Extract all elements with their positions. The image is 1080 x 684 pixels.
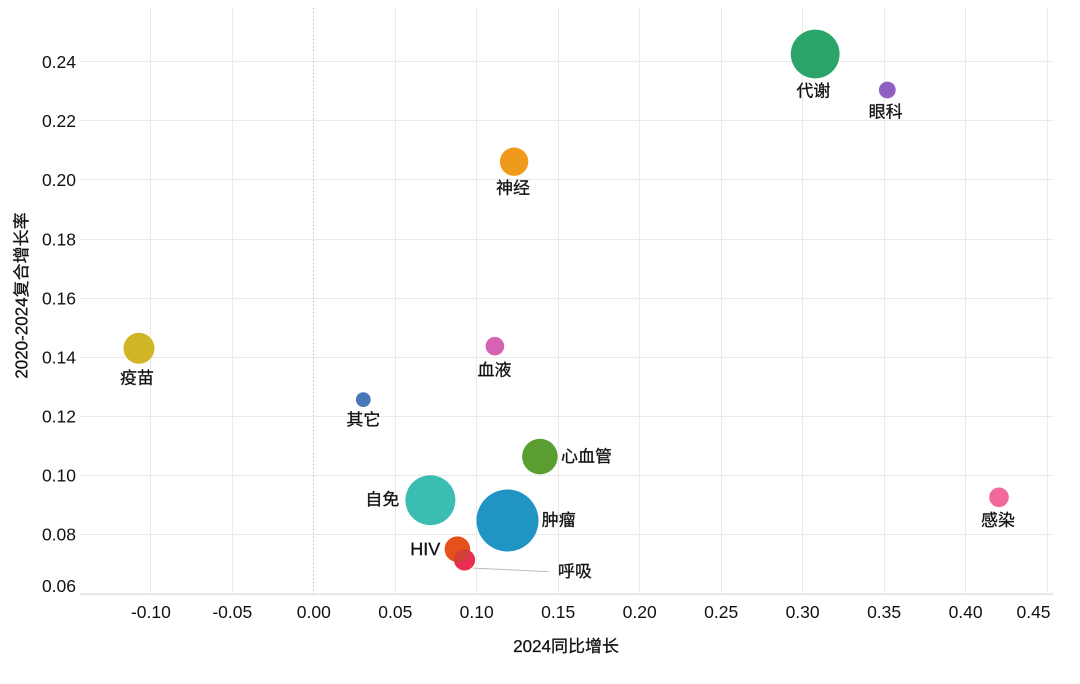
svg-text:0.40: 0.40	[949, 602, 983, 622]
svg-text:0.22: 0.22	[42, 111, 76, 131]
svg-text:0.24: 0.24	[42, 52, 76, 72]
svg-text:0.14: 0.14	[42, 348, 76, 368]
svg-text:0.08: 0.08	[42, 525, 76, 545]
svg-text:-0.05: -0.05	[212, 602, 252, 622]
svg-text:0.18: 0.18	[42, 229, 76, 249]
svg-text:0.06: 0.06	[42, 576, 76, 596]
svg-text:0.30: 0.30	[786, 602, 820, 622]
svg-text:0.16: 0.16	[42, 288, 76, 308]
svg-text:0.00: 0.00	[297, 602, 331, 622]
svg-text:0.35: 0.35	[867, 602, 901, 622]
svg-text:0.15: 0.15	[541, 602, 575, 622]
svg-text:-0.10: -0.10	[131, 602, 171, 622]
svg-text:0.25: 0.25	[704, 602, 738, 622]
svg-text:0.20: 0.20	[623, 602, 657, 622]
svg-text:0.10: 0.10	[460, 602, 494, 622]
svg-text:0.10: 0.10	[42, 466, 76, 486]
svg-text:0.20: 0.20	[42, 170, 76, 190]
svg-text:0.05: 0.05	[378, 602, 412, 622]
svg-text:0.12: 0.12	[42, 407, 76, 427]
svg-text:0.45: 0.45	[1016, 602, 1050, 622]
